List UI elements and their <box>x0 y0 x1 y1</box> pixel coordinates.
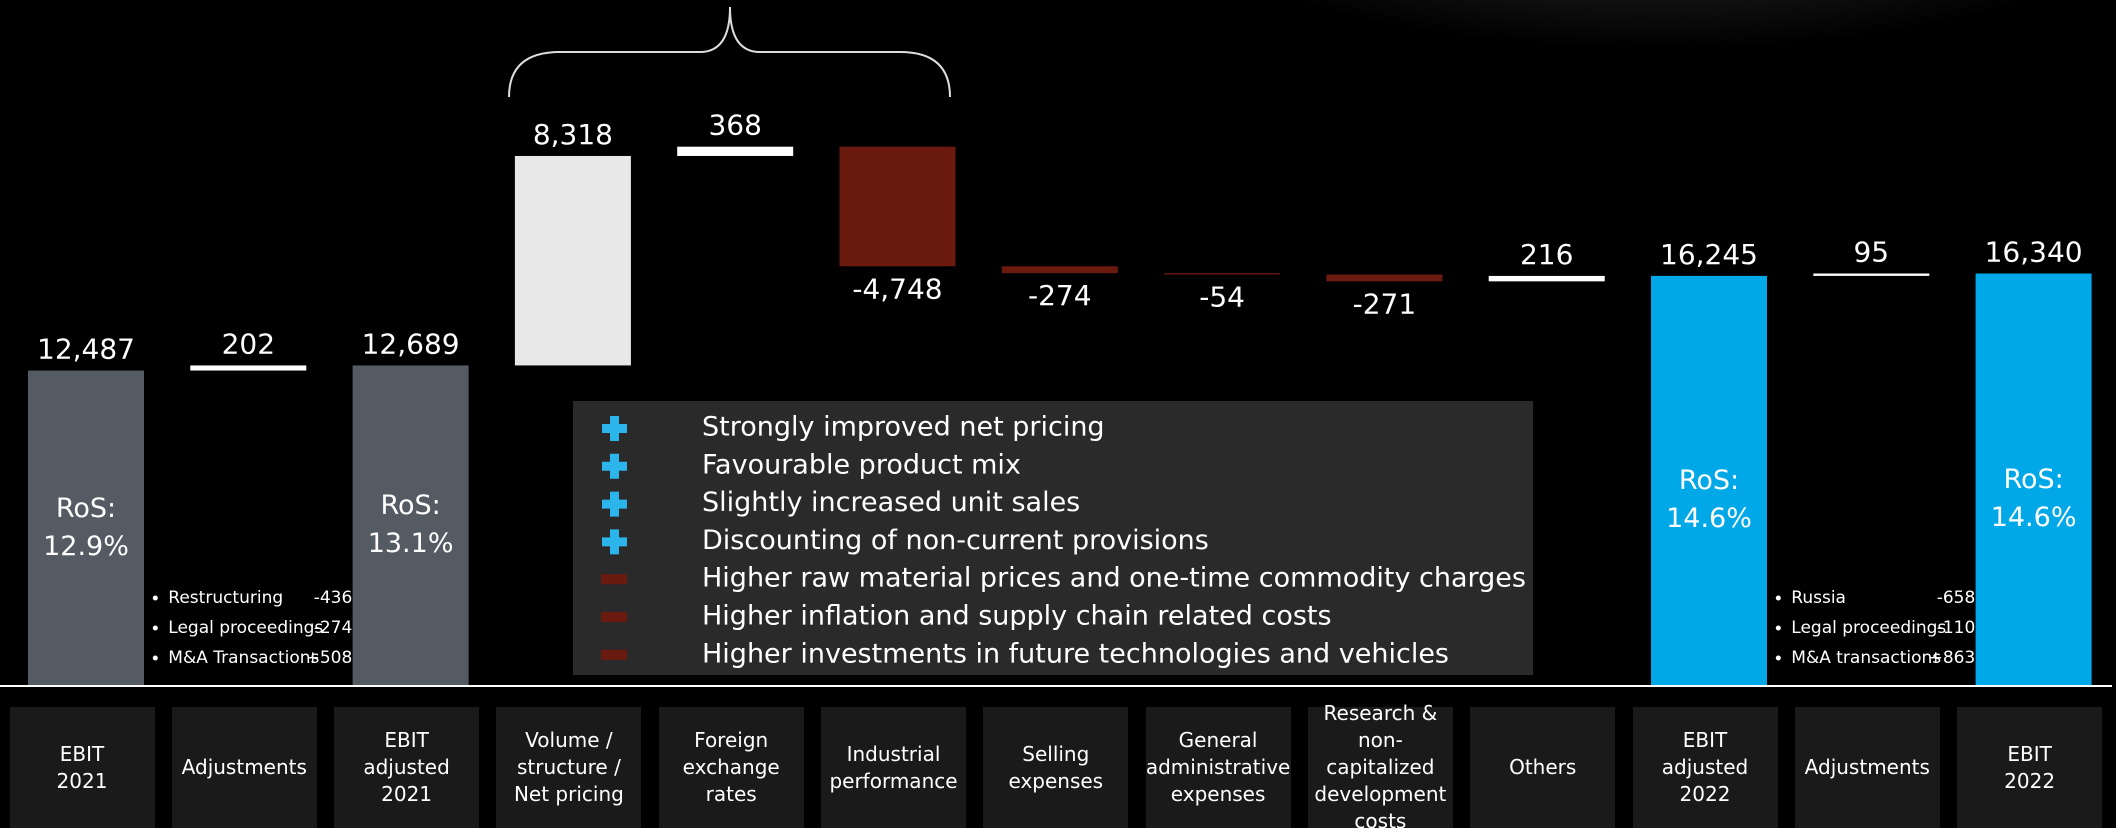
category-label: EBIT adjusted 2021 <box>334 707 479 828</box>
bar-annotation: RoS: 13.1% <box>353 487 469 563</box>
value-label: 368 <box>708 109 761 142</box>
category-label: EBIT 2022 <box>1957 707 2102 828</box>
category-label: Adjustments <box>172 707 317 828</box>
background-grille <box>1280 0 2040 125</box>
value-label: 8,318 <box>533 118 613 151</box>
bullet <box>1776 596 1781 601</box>
value-label: 16,245 <box>1660 238 1758 271</box>
note-value: -110 <box>1937 618 1976 638</box>
value-label: -4,748 <box>852 272 942 305</box>
value-label: 12,487 <box>37 333 135 366</box>
value-label: 95 <box>1853 235 1889 268</box>
category-label: Foreign exchange rates <box>659 707 804 828</box>
note-value: -274 <box>314 618 353 638</box>
minus-icon <box>601 650 627 660</box>
category-label: Industrial performance <box>821 707 966 828</box>
brace <box>509 7 950 97</box>
note-label: M&A Transactions <box>168 648 319 668</box>
note-value: -436 <box>314 588 353 608</box>
value-label: -271 <box>1353 287 1417 320</box>
note-label: Russia <box>1791 588 1846 608</box>
bar-annotation: RoS: 14.6% <box>1651 462 1767 538</box>
chart: 12,487 202 12,689 8,318 368 -4,748 -274 -54 -271… <box>0 0 2116 828</box>
bar <box>677 147 793 156</box>
category-label: General administrative expenses <box>1146 707 1291 828</box>
bar-annotation: RoS: 12.9% <box>28 490 144 566</box>
value-label: 12,689 <box>362 327 460 360</box>
driver-text: Higher raw material prices and one-time … <box>702 563 1526 594</box>
bullet <box>153 656 158 661</box>
driver-text: Slightly increased unit sales <box>702 487 1080 518</box>
bar-annotation: RoS: 14.6% <box>1976 461 2092 537</box>
bar <box>515 156 631 365</box>
minus-icon <box>601 574 627 584</box>
value-label: 216 <box>1520 238 1573 271</box>
note-value: +508 <box>306 648 353 668</box>
category-label: EBIT adjusted 2022 <box>1633 707 1778 828</box>
driver-text: Higher inflation and supply chain relate… <box>702 601 1332 632</box>
driver-text: Higher investments in future technologie… <box>702 638 1449 669</box>
value-label: -54 <box>1199 281 1245 314</box>
category-label: Volume / structure / Net pricing <box>496 707 641 828</box>
note-label: M&A transactions <box>1791 648 1941 668</box>
value-label: -274 <box>1028 279 1092 312</box>
driver-text: Discounting of non-current provisions <box>702 525 1209 556</box>
bar <box>1489 276 1605 281</box>
bullet <box>153 596 158 601</box>
bar <box>190 365 306 370</box>
note-value: -658 <box>1937 588 1976 608</box>
bar <box>1002 266 1118 273</box>
driver-text: Strongly improved net pricing <box>702 412 1105 443</box>
page: 12,487 202 12,689 8,318 368 -4,748 -274 -54 -271… <box>0 0 2116 828</box>
bullet <box>1776 656 1781 661</box>
category-label: EBIT 2021 <box>10 707 155 828</box>
driver-text: Favourable product mix <box>702 449 1021 480</box>
value-label: 16,340 <box>1985 235 2083 268</box>
minus-icon <box>601 612 627 622</box>
bar <box>840 147 956 267</box>
note-value: +863 <box>1929 648 1976 668</box>
bar <box>1326 275 1442 282</box>
category-label: Others <box>1470 707 1615 828</box>
bullet <box>153 626 158 631</box>
category-label: Research & non-capitalized development c… <box>1308 707 1453 828</box>
bar <box>1164 273 1280 274</box>
category-label: Selling expenses <box>983 707 1128 828</box>
note-label: Restructuring <box>168 588 283 608</box>
note-label: Legal proceedings <box>1791 618 1946 638</box>
note-label: Legal proceedings <box>168 618 323 638</box>
bar <box>1813 273 1929 275</box>
value-label: 202 <box>222 327 275 360</box>
bullet <box>1776 626 1781 631</box>
category-label: Adjustments <box>1795 707 1940 828</box>
